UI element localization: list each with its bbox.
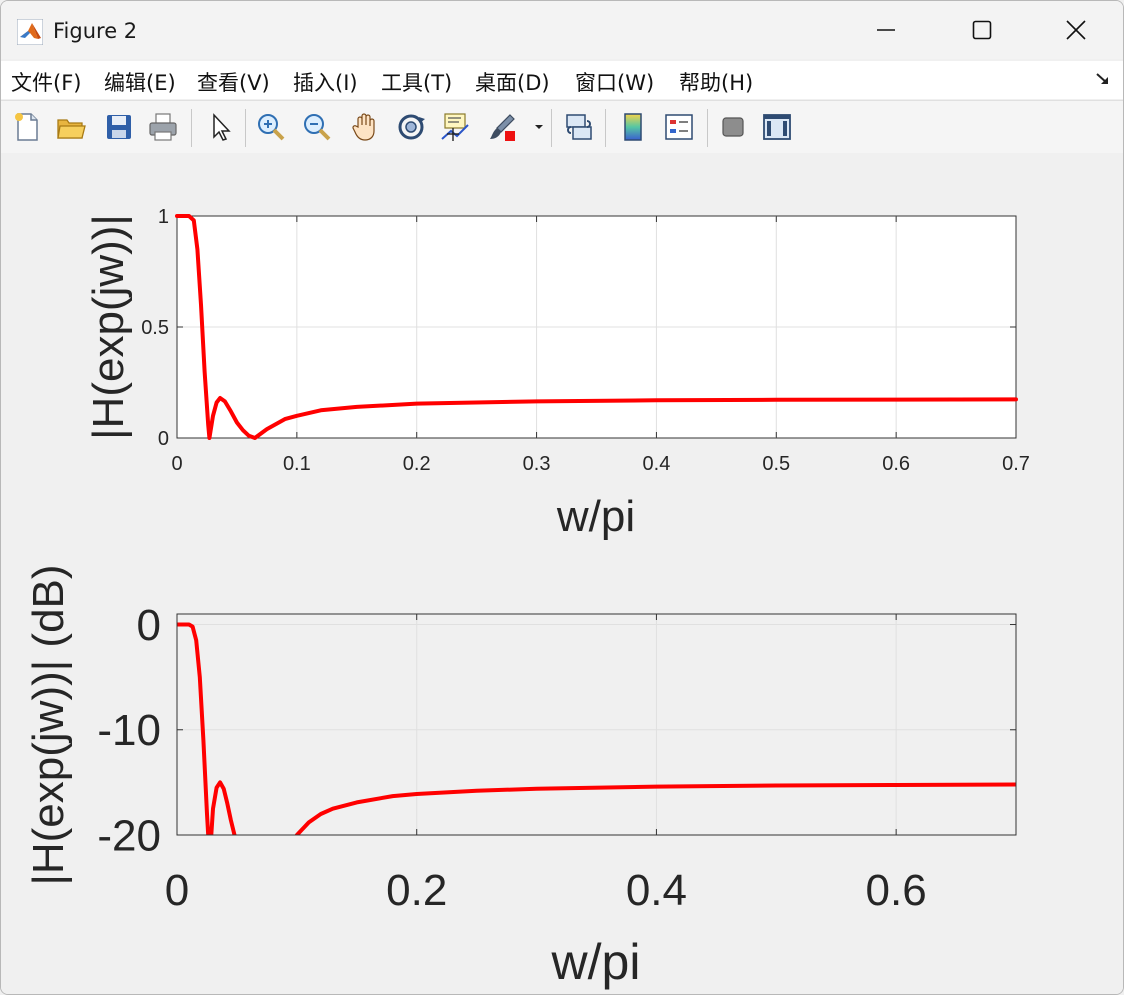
open-folder-icon[interactable]: [55, 111, 87, 143]
axes-1-xtick-labels: 0 0.1 0.2 0.3 0.4 0.5 0.6 0.7: [171, 453, 1029, 475]
x-tick-label: 0.4: [643, 453, 671, 475]
x-tick-label: 0.5: [762, 453, 790, 475]
figure-canvas: 0 0.1 0.2 0.3 0.4 0.5 0.6 0.7 0 0.5 1 w/pi |H(exp…: [1, 153, 1123, 994]
y-tick-label: 1: [158, 206, 169, 228]
menu-file[interactable]: 文件(F): [11, 67, 81, 97]
minimize-button[interactable]: [841, 1, 931, 59]
x-tick-label: 0.2: [386, 866, 447, 915]
show-plot-tools-icon[interactable]: [761, 111, 793, 143]
axes-2-xtick-labels: 0 0.2 0.4 0.6: [165, 866, 927, 915]
x-tick-label: 0: [171, 453, 182, 475]
minimize-icon: [875, 19, 897, 41]
axes-1-ylabel: |H(exp(jw))|: [84, 214, 133, 440]
subplot-magnitude-db[interactable]: 0 0.2 0.4 0.6 -20 -10 0 w/pi |H(exp(jw))| (dB…: [24, 564, 1016, 990]
close-button[interactable]: [1031, 1, 1121, 59]
menu-help[interactable]: 帮助(H): [679, 67, 753, 97]
x-tick-label: 0.7: [1002, 453, 1030, 475]
menu-tools[interactable]: 工具(T): [381, 67, 452, 97]
y-tick-label: 0.5: [141, 317, 169, 339]
zoom-in-icon[interactable]: [255, 111, 287, 143]
colorbar-icon[interactable]: [617, 111, 649, 143]
x-tick-label: 0.2: [403, 453, 431, 475]
maximize-button[interactable]: [937, 1, 1027, 59]
x-tick-label: 0.1: [283, 453, 311, 475]
data-cursor-icon[interactable]: [439, 111, 471, 143]
title-bar[interactable]: Figure 2: [1, 1, 1123, 59]
print-icon[interactable]: [147, 111, 179, 143]
y-tick-label: 0: [137, 601, 161, 650]
maximize-icon: [971, 19, 993, 41]
axes-2-ytick-labels: -20 -10 0: [97, 601, 161, 860]
axes-2-xlabel: w/pi: [551, 934, 641, 990]
subplot-magnitude[interactable]: 0 0.1 0.2 0.3 0.4 0.5 0.6 0.7 00.51 w/pi |H(exp…: [84, 206, 1030, 541]
toolbar-separator: [191, 109, 192, 147]
close-icon: [1065, 19, 1087, 41]
y-tick-label: -10: [97, 706, 161, 755]
x-tick-label: 0.3: [523, 453, 551, 475]
axes-2-grid: [177, 614, 1016, 835]
x-tick-label: 0.6: [882, 453, 910, 475]
y-tick-label: -20: [97, 811, 161, 860]
brush-icon[interactable]: [487, 111, 519, 143]
x-tick-label: 0.6: [866, 866, 927, 915]
new-file-icon[interactable]: [11, 111, 43, 143]
axes-1-ytick-labels: 00.51: [141, 206, 169, 450]
db-series-line-1: [177, 625, 237, 888]
y-tick-label: 0: [158, 428, 169, 450]
x-tick-label: 0: [165, 866, 189, 915]
menu-window[interactable]: 窗口(W): [575, 67, 654, 97]
zoom-out-icon[interactable]: [301, 111, 333, 143]
toolbar-separator: [245, 109, 246, 147]
menu-bar: 文件(F) 编辑(E) 查看(V) 插入(I) 工具(T) 桌面(D) 窗口(W…: [1, 61, 1123, 99]
hide-plot-tools-icon[interactable]: [717, 111, 749, 143]
axes-2[interactable]: [177, 614, 1016, 835]
toolbar-separator: [605, 109, 606, 147]
pan-hand-icon[interactable]: [349, 111, 381, 143]
toolbar-separator: [707, 109, 708, 147]
menu-desktop[interactable]: 桌面(D): [475, 67, 550, 97]
toolbar-separator: [551, 109, 552, 147]
toolbar: [1, 100, 1123, 154]
menu-edit[interactable]: 编辑(E): [104, 67, 176, 97]
menu-view[interactable]: 查看(V): [197, 67, 270, 97]
matlab-logo-icon: [17, 19, 43, 45]
rotate-3d-icon[interactable]: [395, 111, 427, 143]
brush-dropdown-icon[interactable]: [533, 121, 545, 133]
menu-insert[interactable]: 插入(I): [293, 67, 358, 97]
save-icon[interactable]: [103, 111, 135, 143]
figure-plots: 0 0.1 0.2 0.3 0.4 0.5 0.6 0.7 00.51 w/pi |H(exp…: [1, 153, 1123, 994]
link-plot-icon[interactable]: [563, 111, 595, 143]
pointer-icon[interactable]: [205, 111, 237, 143]
x-tick-label: 0.4: [626, 866, 687, 915]
axes-1-xlabel: w/pi: [556, 492, 635, 541]
dock-arrow-icon[interactable]: [1095, 71, 1111, 87]
legend-icon[interactable]: [663, 111, 695, 143]
axes-2-ylabel: |H(exp(jw))| (dB): [24, 564, 73, 885]
window-title: Figure 2: [53, 19, 137, 43]
